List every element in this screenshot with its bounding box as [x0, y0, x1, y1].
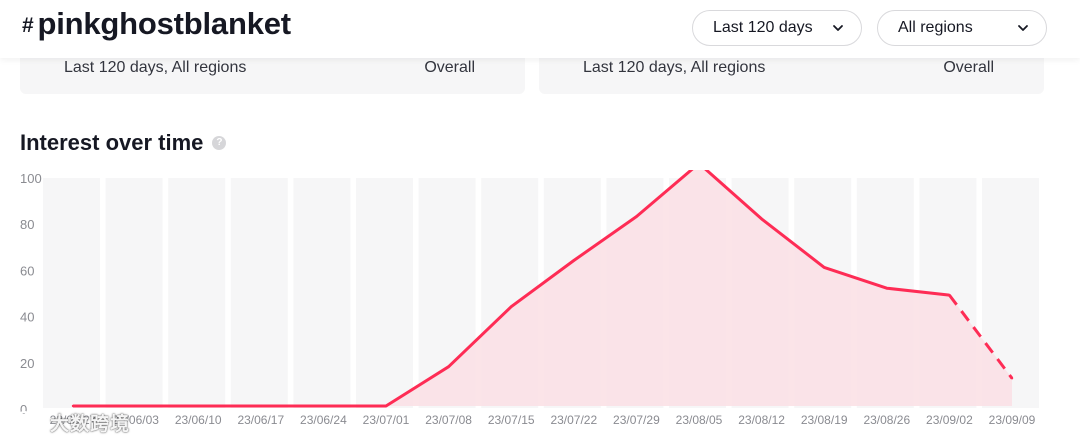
- x-tick-label: 23/07/22: [550, 413, 597, 427]
- period-dropdown[interactable]: Last 120 days: [692, 10, 862, 46]
- data-point[interactable]: [635, 215, 638, 218]
- x-tick-label: 23/07/29: [613, 413, 660, 427]
- data-point[interactable]: [823, 266, 826, 269]
- y-tick-label: 0: [20, 402, 27, 417]
- page-header: # pinkghostblanket Last 120 days All regi…: [0, 0, 1080, 58]
- x-tick-label: 23/07/15: [488, 413, 535, 427]
- hash-symbol: #: [22, 14, 34, 37]
- chart-band: [168, 178, 226, 408]
- card-scope: Overall: [943, 59, 994, 76]
- y-tick-label: 40: [20, 310, 34, 325]
- data-point[interactable]: [384, 404, 388, 408]
- x-tick-label: 23/09/02: [926, 413, 973, 427]
- data-point[interactable]: [71, 404, 75, 408]
- x-tick-label: 23/05/27: [50, 413, 97, 427]
- chart-line-dashed: [948, 294, 1014, 380]
- region-dropdown[interactable]: All regions: [877, 10, 1047, 46]
- x-tick-label: 23/06/17: [237, 413, 284, 427]
- y-tick-label: 20: [20, 356, 34, 371]
- chart-band: [356, 178, 413, 408]
- x-tick-label: 23/07/08: [425, 413, 472, 427]
- x-tick-label: 23/06/10: [175, 413, 222, 427]
- watermark-text: 大数跨境: [50, 413, 131, 435]
- section-title: Interest over time ?: [20, 130, 227, 156]
- y-tick-label: 80: [20, 217, 34, 232]
- data-point[interactable]: [1010, 377, 1014, 380]
- section-title-text: Interest over time: [20, 130, 204, 155]
- x-tick-label: 23/09/09: [989, 413, 1036, 427]
- period-dropdown-label: Last 120 days: [713, 19, 813, 36]
- y-tick-label: 100: [20, 171, 42, 186]
- chart-band: [105, 178, 163, 408]
- data-point[interactable]: [572, 259, 575, 262]
- data-point[interactable]: [134, 404, 137, 408]
- y-axis: 0 20 40 60 80 100: [20, 171, 42, 417]
- chevron-down-icon: [833, 25, 843, 31]
- x-tick-label: 23/08/26: [863, 413, 910, 427]
- x-tick-label: 23/06/03: [112, 413, 159, 427]
- y-tick-label: 60: [20, 263, 34, 278]
- region-dropdown-label: All regions: [898, 19, 973, 36]
- data-point[interactable]: [322, 404, 325, 408]
- watermark-logo-icon: [2, 410, 41, 434]
- chart-area: [73, 170, 1012, 406]
- chart-band: [230, 178, 288, 408]
- chevron-down-icon: [1018, 25, 1028, 31]
- hashtag-name: pinkghostblanket: [37, 6, 291, 41]
- data-point[interactable]: [197, 404, 200, 408]
- x-tick-label: 23/07/01: [363, 413, 410, 427]
- chart-band: [293, 178, 351, 408]
- x-tick-label: 23/06/24: [300, 413, 347, 427]
- x-tick-label: 23/08/12: [738, 413, 785, 427]
- x-tick-label: 23/08/05: [676, 413, 723, 427]
- data-point[interactable]: [510, 305, 513, 308]
- stat-card-right: Last 120 days, All regions Overall: [539, 58, 1044, 94]
- x-axis: 23/05/27 23/06/03 23/06/10 23/06/17 23/06/24…: [50, 413, 1036, 427]
- watermark: 大数跨境: [2, 408, 130, 436]
- data-point[interactable]: [447, 365, 450, 368]
- data-point[interactable]: [885, 286, 888, 290]
- x-tick-label: 23/08/19: [801, 413, 848, 427]
- hashtag-title: # pinkghostblanket: [22, 6, 291, 42]
- card-description: Last 120 days, All regions: [64, 59, 247, 76]
- card-description: Last 120 days, All regions: [583, 59, 766, 76]
- data-point[interactable]: [948, 293, 951, 297]
- stat-card-left: Last 120 days, All regions Overall: [20, 58, 525, 94]
- data-point[interactable]: [259, 404, 262, 408]
- chart-band: [43, 178, 100, 408]
- card-scope: Overall: [424, 59, 475, 76]
- chart-points: [71, 215, 1014, 408]
- help-icon[interactable]: ?: [212, 136, 227, 150]
- data-point[interactable]: [760, 217, 763, 221]
